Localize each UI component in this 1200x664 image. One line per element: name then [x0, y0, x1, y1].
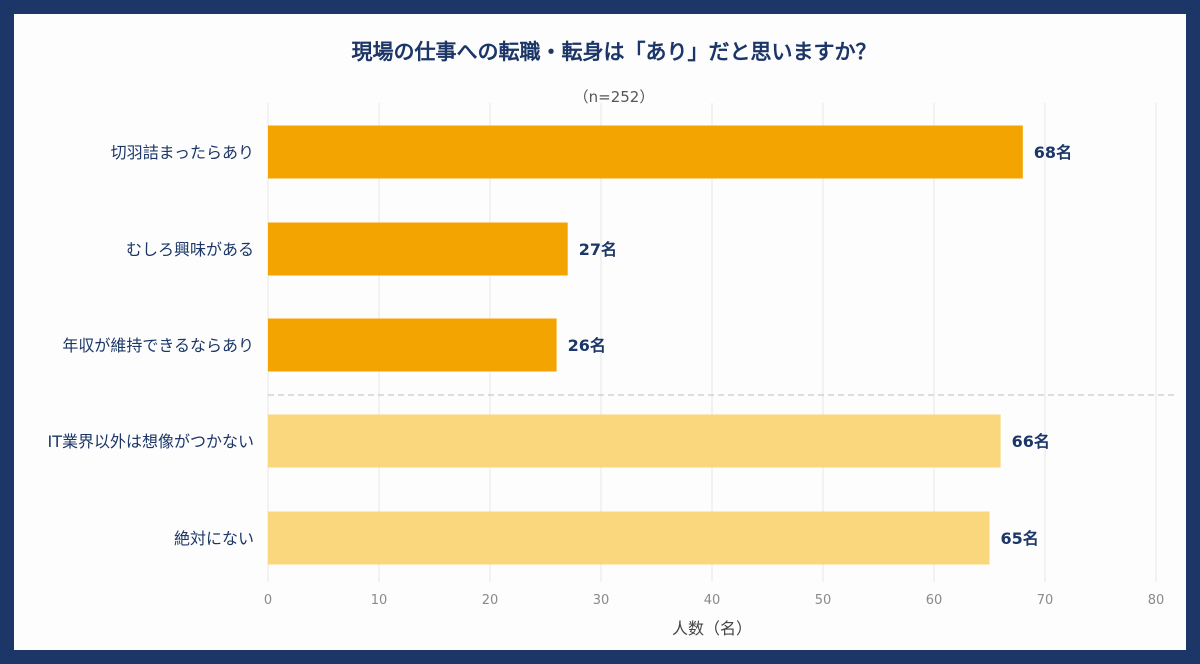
- category-label: 切羽詰まったらあり: [111, 143, 254, 162]
- category-label: IT業界以外は想像がつかない: [48, 432, 255, 451]
- x-tick-label: 20: [482, 593, 499, 608]
- bar: [268, 511, 990, 565]
- x-tick-label: 70: [1037, 593, 1054, 608]
- value-label: 65名: [1001, 529, 1039, 548]
- bar: [268, 318, 557, 372]
- value-label: 68名: [1034, 143, 1072, 162]
- x-tick-label: 40: [704, 593, 721, 608]
- value-label: 27名: [579, 240, 617, 259]
- x-tick-label: 60: [926, 593, 943, 608]
- chart-subtitle: （n=252）: [573, 88, 655, 106]
- value-label: 66名: [1012, 432, 1050, 451]
- x-tick-label: 80: [1148, 593, 1165, 608]
- chart-title: 現場の仕事への転職・転身は「あり」だと思いますか？: [351, 40, 877, 64]
- x-tick-label: 10: [371, 593, 388, 608]
- value-label: 26名: [568, 336, 606, 355]
- x-tick-label: 0: [264, 593, 272, 608]
- bar: [268, 414, 1001, 468]
- category-label: 年収が維持できるならあり: [62, 336, 254, 355]
- bar: [268, 125, 1023, 179]
- x-axis-title: 人数（名）: [672, 619, 752, 638]
- category-label: 絶対にない: [174, 529, 254, 548]
- bar: [268, 222, 568, 276]
- x-tick-label: 30: [593, 593, 610, 608]
- x-tick-label: 50: [815, 593, 832, 608]
- category-label: むしろ興味がある: [126, 240, 254, 259]
